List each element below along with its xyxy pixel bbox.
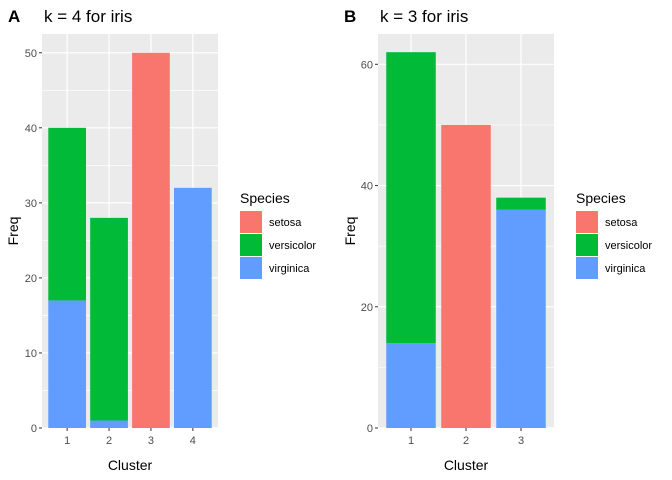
y-tick-label: 50 [25, 48, 37, 60]
legend-swatch-setosa [576, 211, 598, 233]
x-axis-title: Cluster [444, 457, 489, 473]
legend: Species setosa versicolor virginica [576, 190, 652, 279]
legend-swatch-virginica [576, 257, 598, 279]
y-axis: 0 20 40 60 [361, 59, 378, 435]
panel-a: A k = 4 for iris 0 10 20 30 40 50 1 2 3 4 Cluste… [5, 7, 316, 473]
y-tick-label: 10 [25, 348, 37, 360]
y-tick-label: 20 [25, 273, 37, 285]
legend-label-versicolor: versicolor [605, 240, 652, 252]
y-tick-label: 0 [367, 423, 373, 435]
y-axis-title: Freq [342, 217, 358, 246]
legend-label-versicolor: versicolor [269, 240, 316, 252]
legend-swatch-versicolor [576, 234, 598, 256]
chart-title: k = 3 for iris [380, 7, 468, 26]
bars [48, 52, 212, 429]
x-tick-label: 1 [408, 435, 414, 447]
y-tick-label: 20 [361, 302, 373, 314]
bar-virginica-cluster-2 [90, 420, 128, 428]
bar-versicolor-cluster-2 [90, 217, 128, 421]
x-tick-label: 3 [148, 435, 154, 447]
legend-title: Species [576, 190, 626, 206]
legend-label-virginica: virginica [605, 263, 646, 275]
bar-versicolor-cluster-1 [386, 52, 436, 344]
bar-virginica-cluster-3 [496, 209, 546, 428]
y-axis-title: Freq [5, 217, 21, 246]
x-tick-label: 2 [106, 435, 112, 447]
y-tick-label: 40 [25, 123, 37, 135]
panel-letter: B [344, 7, 356, 26]
x-tick-label: 3 [518, 435, 524, 447]
legend-swatch-versicolor [240, 234, 262, 256]
bar-virginica-cluster-4 [174, 187, 212, 428]
x-axis: 1 2 3 [408, 428, 524, 447]
x-tick-label: 4 [190, 435, 196, 447]
x-tick-label: 2 [463, 435, 469, 447]
bar-setosa-cluster-2 [441, 124, 491, 428]
legend-swatch-setosa [240, 211, 262, 233]
bar-versicolor-cluster-3 [496, 197, 546, 210]
x-axis: 1 2 3 4 [64, 428, 196, 447]
y-tick-label: 0 [31, 423, 37, 435]
y-tick-label: 60 [361, 59, 373, 71]
y-tick-label: 40 [361, 181, 373, 193]
panel-b: B k = 3 for iris 0 20 40 60 1 2 3 Cluster Fre… [342, 7, 652, 473]
legend-label-setosa: setosa [269, 217, 302, 229]
bar-setosa-cluster-3 [132, 52, 170, 429]
legend-swatch-virginica [240, 257, 262, 279]
bar-versicolor-cluster-1 [48, 127, 86, 301]
y-tick-label: 30 [25, 198, 37, 210]
bar-virginica-cluster-1 [386, 343, 436, 428]
legend: Species setosa versicolor virginica [240, 190, 316, 279]
legend-label-setosa: setosa [605, 217, 638, 229]
bar-virginica-cluster-1 [48, 300, 86, 428]
x-tick-label: 1 [64, 435, 70, 447]
legend-title: Species [240, 190, 290, 206]
panel-letter: A [8, 7, 20, 26]
bars [386, 52, 546, 428]
legend-label-virginica: virginica [269, 263, 310, 275]
chart-title: k = 4 for iris [44, 7, 132, 26]
x-axis-title: Cluster [108, 457, 153, 473]
y-axis: 0 10 20 30 40 50 [25, 48, 42, 435]
